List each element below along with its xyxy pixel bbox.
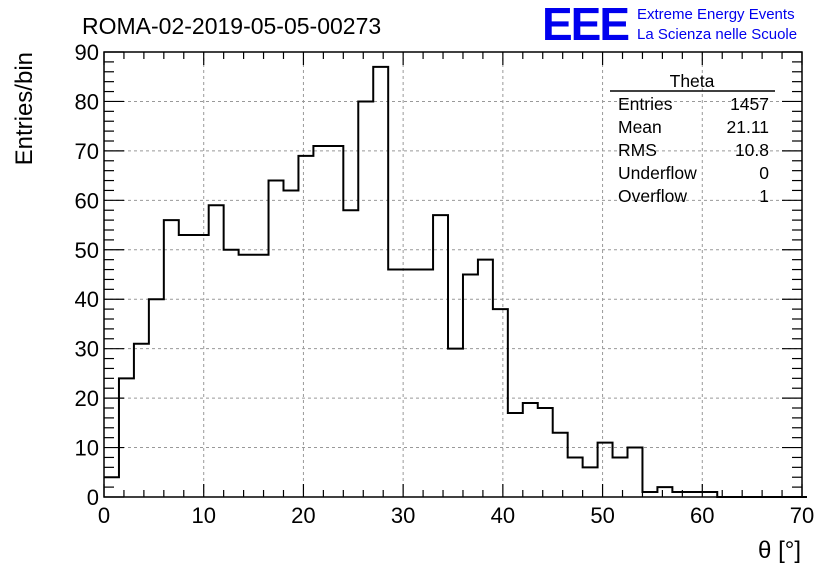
y-tick-label: 40 (75, 287, 99, 312)
y-tick-label: 20 (75, 386, 99, 411)
histogram-bin (657, 487, 672, 497)
histogram-bin (388, 270, 403, 497)
histogram-bin (538, 408, 553, 497)
histogram-bin (433, 215, 448, 497)
histogram-bin (134, 344, 149, 497)
x-tick-label: 20 (291, 503, 315, 528)
y-tick-label: 80 (75, 89, 99, 114)
histogram-bin (164, 220, 179, 497)
stats-row-label: Mean (618, 117, 662, 137)
histogram-bin (523, 403, 538, 497)
histogram-bin (463, 275, 478, 498)
histogram-bin (179, 235, 194, 497)
stats-row-value: 10.8 (735, 140, 769, 160)
stats-row-value: 1 (759, 186, 769, 206)
histogram-bin (298, 156, 313, 497)
histogram-bars (104, 65, 807, 498)
histogram-bin (269, 181, 284, 497)
x-tick-label: 30 (391, 503, 415, 528)
y-tick-label: 90 (75, 40, 99, 65)
histogram-bin (418, 270, 433, 497)
stats-row-label: RMS (618, 140, 657, 160)
plot-frame (103, 51, 803, 498)
histogram-bin (328, 146, 343, 497)
stats-row-label: Entries (618, 94, 673, 114)
histogram-bin (283, 190, 298, 497)
x-tick-label: 60 (690, 503, 714, 528)
y-tick-label: 50 (75, 238, 99, 263)
plot-border (103, 51, 803, 498)
histogram-bin (373, 67, 388, 497)
histogram-bin (119, 378, 134, 497)
y-tick-label: 60 (75, 188, 99, 213)
histogram-bin (239, 255, 254, 497)
x-tick-label: 50 (590, 503, 614, 528)
histogram-bin (209, 205, 224, 497)
stats-box: Theta Entries 1457 Mean 21.11 RMS 10.8 Underfl… (610, 71, 775, 206)
grid-lines (104, 52, 802, 497)
histogram-bin (448, 349, 463, 497)
histogram-bin (194, 235, 209, 497)
x-tick-label: 0 (98, 503, 110, 528)
histogram-bin (613, 457, 628, 497)
x-tick-label: 10 (191, 503, 215, 528)
stats-row-label: Underflow (618, 163, 697, 183)
chart-title: ROMA-02-2019-05-05-00273 (82, 13, 381, 39)
histogram-bin (628, 448, 643, 497)
histogram-bin (598, 443, 613, 497)
logo-line2: La Scienza nelle Scuole (637, 26, 797, 43)
logo-line1: Extreme Energy Events (637, 6, 795, 23)
x-tick-label: 40 (491, 503, 515, 528)
x-axis-label: θ [°] (758, 537, 801, 564)
histogram-bin (553, 433, 568, 497)
histogram-bin (568, 457, 583, 497)
logo-mark: EEE (542, 0, 628, 50)
eee-logo: EEE Extreme Energy Events La Scienza nel… (542, 0, 797, 50)
y-tick-label: 0 (87, 485, 99, 510)
stats-title: Theta (670, 71, 715, 91)
histogram-bin (149, 299, 164, 497)
histogram-bin (313, 146, 328, 497)
x-tick-label: 70 (790, 503, 814, 528)
histogram-bin (493, 309, 508, 497)
x-axis-ticks: 0 10 20 30 40 50 60 70 (98, 52, 814, 528)
y-tick-label: 30 (75, 337, 99, 362)
histogram-bin (403, 270, 418, 497)
histogram-bin (224, 250, 239, 497)
histogram-bin (583, 467, 598, 497)
y-tick-label: 10 (75, 436, 99, 461)
histogram-bin (508, 413, 523, 497)
y-tick-label: 70 (75, 139, 99, 164)
histogram-outline (104, 65, 807, 498)
stats-row-value: 1457 (730, 94, 769, 114)
y-axis-label: Entries/bin (11, 52, 38, 165)
histogram-bin (478, 260, 493, 497)
histogram-bin (343, 210, 358, 497)
stats-row-value: 0 (759, 163, 769, 183)
histogram-bin (254, 255, 269, 497)
stats-row-value: 21.11 (727, 117, 770, 137)
stats-row-label: Overflow (618, 186, 687, 206)
